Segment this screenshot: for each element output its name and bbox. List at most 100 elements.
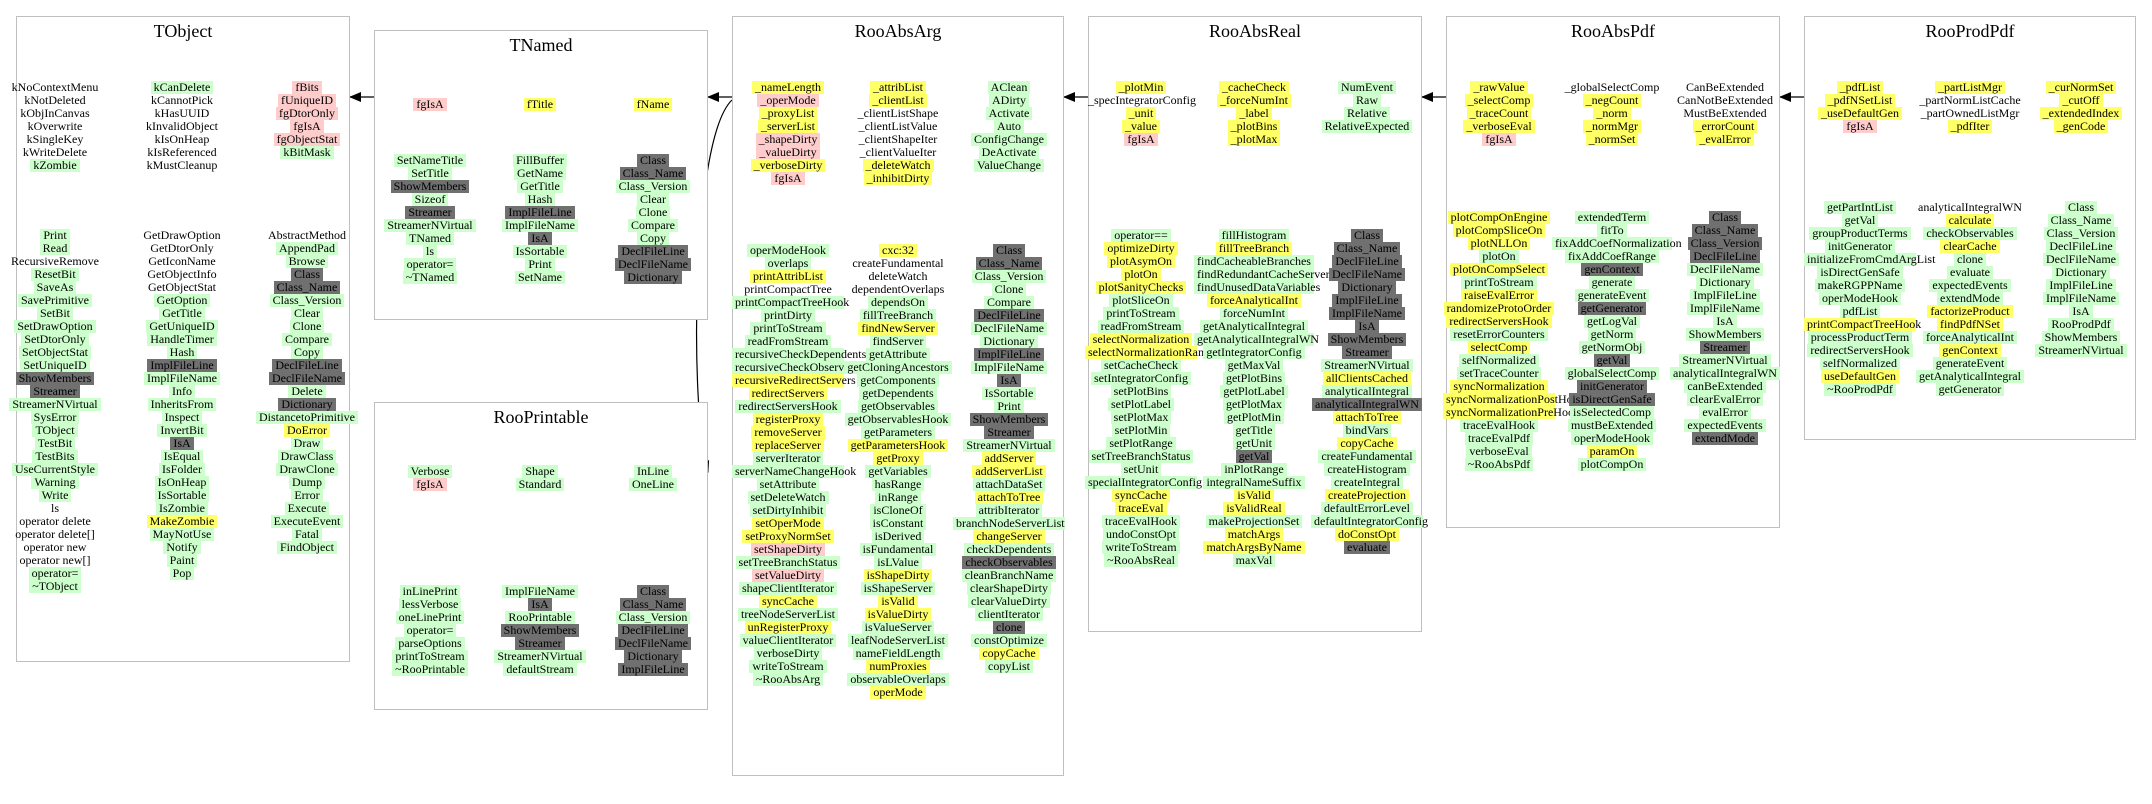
member-label: kInvalidObject	[146, 119, 218, 133]
member-item: traceEval	[1085, 502, 1197, 515]
member-label: Class_Version	[615, 180, 691, 193]
member-item: readFromStream	[732, 335, 844, 348]
member-label: registerProxy	[752, 413, 824, 426]
member-item: getVal	[1804, 214, 1916, 227]
member-item: OneLine	[597, 478, 709, 491]
member-item: cxc:32	[838, 244, 958, 257]
member-item: DeclFileLine	[251, 359, 363, 372]
member-label: IsZombie	[156, 502, 208, 515]
member-label: Clone	[991, 283, 1027, 296]
member-item: Class_Name	[597, 598, 709, 611]
member-label: selectNormalizationRange	[1085, 346, 1215, 359]
member-item: Compare	[953, 296, 1065, 309]
member-item: fillTreeBranch	[838, 309, 958, 322]
member-label: Fatal	[292, 528, 322, 541]
member-label: MayNotUse	[149, 528, 215, 541]
member-item: ImplFileName	[2025, 292, 2137, 305]
member-group: Class Class_Name Class_Version DeclFileLine…	[597, 585, 709, 676]
member-item: _clientList	[838, 94, 958, 107]
member-label: _pdfIter	[1947, 120, 1993, 133]
member-item: setShapeDirty	[732, 543, 844, 556]
member-item: RecursiveRemove	[0, 255, 111, 268]
member-item: AbstractMethod	[251, 229, 363, 242]
member-label: ~RooAbsPdf	[1464, 458, 1534, 471]
member-label: copyCache	[1337, 437, 1397, 450]
member-item: isFundamental	[838, 543, 958, 556]
member-label: ShowMembers	[2041, 331, 2121, 344]
member-label: Class_Version	[269, 294, 345, 307]
member-label: getTitle	[1232, 424, 1276, 437]
member-label: ShowMembers	[500, 624, 580, 637]
member-item: inPlotRange	[1194, 463, 1314, 476]
member-item: fName	[597, 98, 709, 111]
member-label: DeclFileName	[971, 322, 1047, 335]
member-label: Raw	[1353, 94, 1381, 107]
member-label: checkDependents	[963, 543, 1055, 556]
member-item: _operMode	[732, 94, 844, 107]
member-item: getObservables	[838, 400, 958, 413]
member-item: isDirectGenSafe	[1552, 393, 1672, 406]
member-label: clone	[993, 621, 1025, 634]
member-group: ImplFileName IsA RooPrintable ShowMembers St…	[480, 585, 600, 676]
member-item: DeclFileLine	[2025, 240, 2137, 253]
member-label: lessVerbose	[398, 598, 462, 611]
member-label: getPlotBins	[1222, 372, 1285, 385]
member-item: clone	[1910, 253, 2030, 266]
member-item: clearEvalError	[1669, 393, 1781, 406]
member-label: clientIterator	[975, 608, 1043, 621]
member-item: writeToStream	[732, 660, 844, 673]
member-item: kZombie	[0, 159, 111, 172]
member-item: bindVars	[1311, 424, 1423, 437]
member-label: fTitle	[523, 98, 557, 111]
member-item: Copy	[251, 346, 363, 359]
member-item: Class_Name	[251, 281, 363, 294]
member-label: operator new	[23, 540, 87, 554]
member-label: fgIsA	[290, 120, 324, 133]
member-item: getCloningAncestors	[838, 361, 958, 374]
member-item: traceEvalPdf	[1443, 432, 1555, 445]
member-item: Class_Name	[953, 257, 1065, 270]
member-label: DeclFileLine	[974, 309, 1044, 322]
member-item: setDirtyInhibit	[732, 504, 844, 517]
member-item: isConstant	[838, 517, 958, 530]
member-label: attachDataSet	[972, 478, 1046, 491]
member-label: _verboseDirty	[750, 159, 826, 172]
member-item: selfNormalized	[1443, 354, 1555, 367]
member-label: plotSanityChecks	[1095, 281, 1187, 294]
member-label: isCloneOf	[870, 504, 926, 517]
member-label: DeclFileLine	[272, 359, 342, 372]
member-label: MustBeExtended	[1683, 106, 1767, 120]
member-label: inLinePrint	[399, 585, 461, 598]
member-label: ImplFileLine	[505, 206, 575, 219]
member-label: Streamer	[1342, 346, 1392, 359]
member-label: ImplFileLine	[974, 348, 1044, 361]
member-label: operator=	[403, 624, 457, 637]
member-item: Dump	[251, 476, 363, 489]
member-group: _pdfList _pdfNSetList _useDefaultGen fgIsA	[1804, 81, 1916, 133]
member-item: getComponents	[838, 374, 958, 387]
member-item: getDependents	[838, 387, 958, 400]
member-label: DeclFileLine	[618, 624, 688, 637]
member-label: plotAsymOn	[1106, 255, 1175, 268]
member-item: redirectServersHook	[732, 400, 844, 413]
member-item: copyCache	[953, 647, 1065, 660]
member-label: ExecuteEvent	[270, 515, 344, 528]
member-label: AppendPad	[276, 242, 338, 255]
member-label: IsSortable	[981, 387, 1037, 400]
member-label: plotOn	[1121, 268, 1161, 281]
member-item: plotSliceOn	[1085, 294, 1197, 307]
member-item: IsA	[953, 374, 1065, 387]
member-item: syncNormalization	[1443, 380, 1555, 393]
member-label: setTreeBranchStatus	[735, 556, 841, 569]
member-item: ValueChange	[953, 159, 1065, 172]
member-label: pdfList	[1839, 305, 1881, 318]
member-label: leafNodeServerList	[848, 634, 948, 647]
member-label: Browse	[285, 255, 329, 268]
member-label: resetErrorCounters	[1450, 328, 1548, 341]
member-item: shapeClientIterator	[732, 582, 844, 595]
member-item: UseCurrentStyle	[0, 463, 111, 476]
member-item: overlaps	[732, 257, 844, 270]
member-item: selfNormalized	[1804, 357, 1916, 370]
member-label: fitTo	[1597, 224, 1627, 237]
member-item: plotOnCompSelect	[1443, 263, 1555, 276]
